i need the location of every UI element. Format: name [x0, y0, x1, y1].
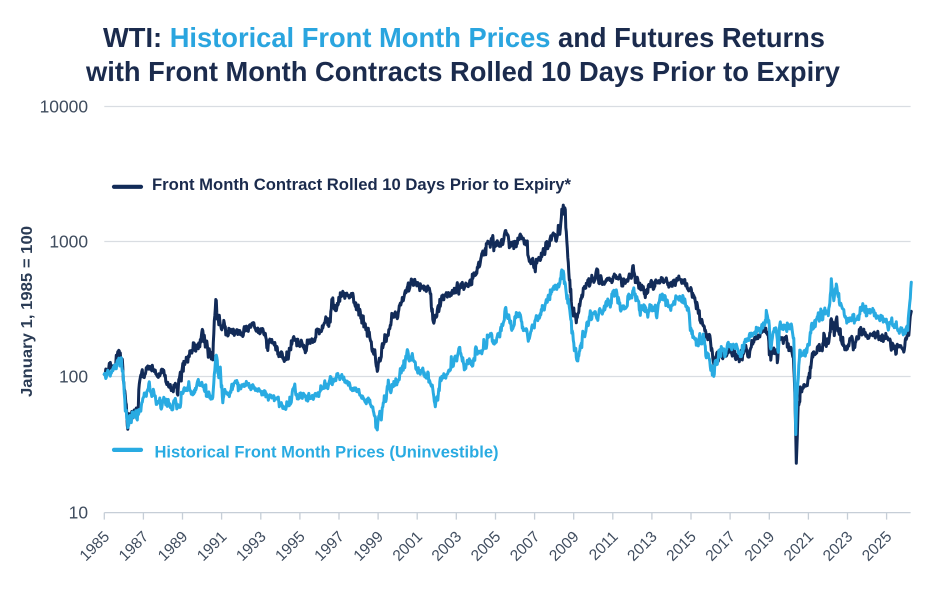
svg-text:with Front Month Contracts Rol: with Front Month Contracts Rolled 10 Day…	[85, 56, 841, 87]
svg-text:WTI: Historical Front Month Pr: WTI: Historical Front Month Prices and F…	[103, 22, 825, 53]
svg-text:Front Month Contract Rolled 10: Front Month Contract Rolled 10 Days Prio…	[152, 175, 571, 194]
svg-text:1000: 1000	[49, 231, 88, 251]
svg-text:10: 10	[69, 502, 88, 522]
svg-text:100: 100	[59, 366, 88, 386]
svg-text:10000: 10000	[40, 96, 88, 116]
svg-text:January 1, 1985 = 100: January 1, 1985 = 100	[19, 226, 36, 397]
svg-text:Historical Front Month Prices: Historical Front Month Prices (Uninvesti…	[155, 442, 499, 461]
